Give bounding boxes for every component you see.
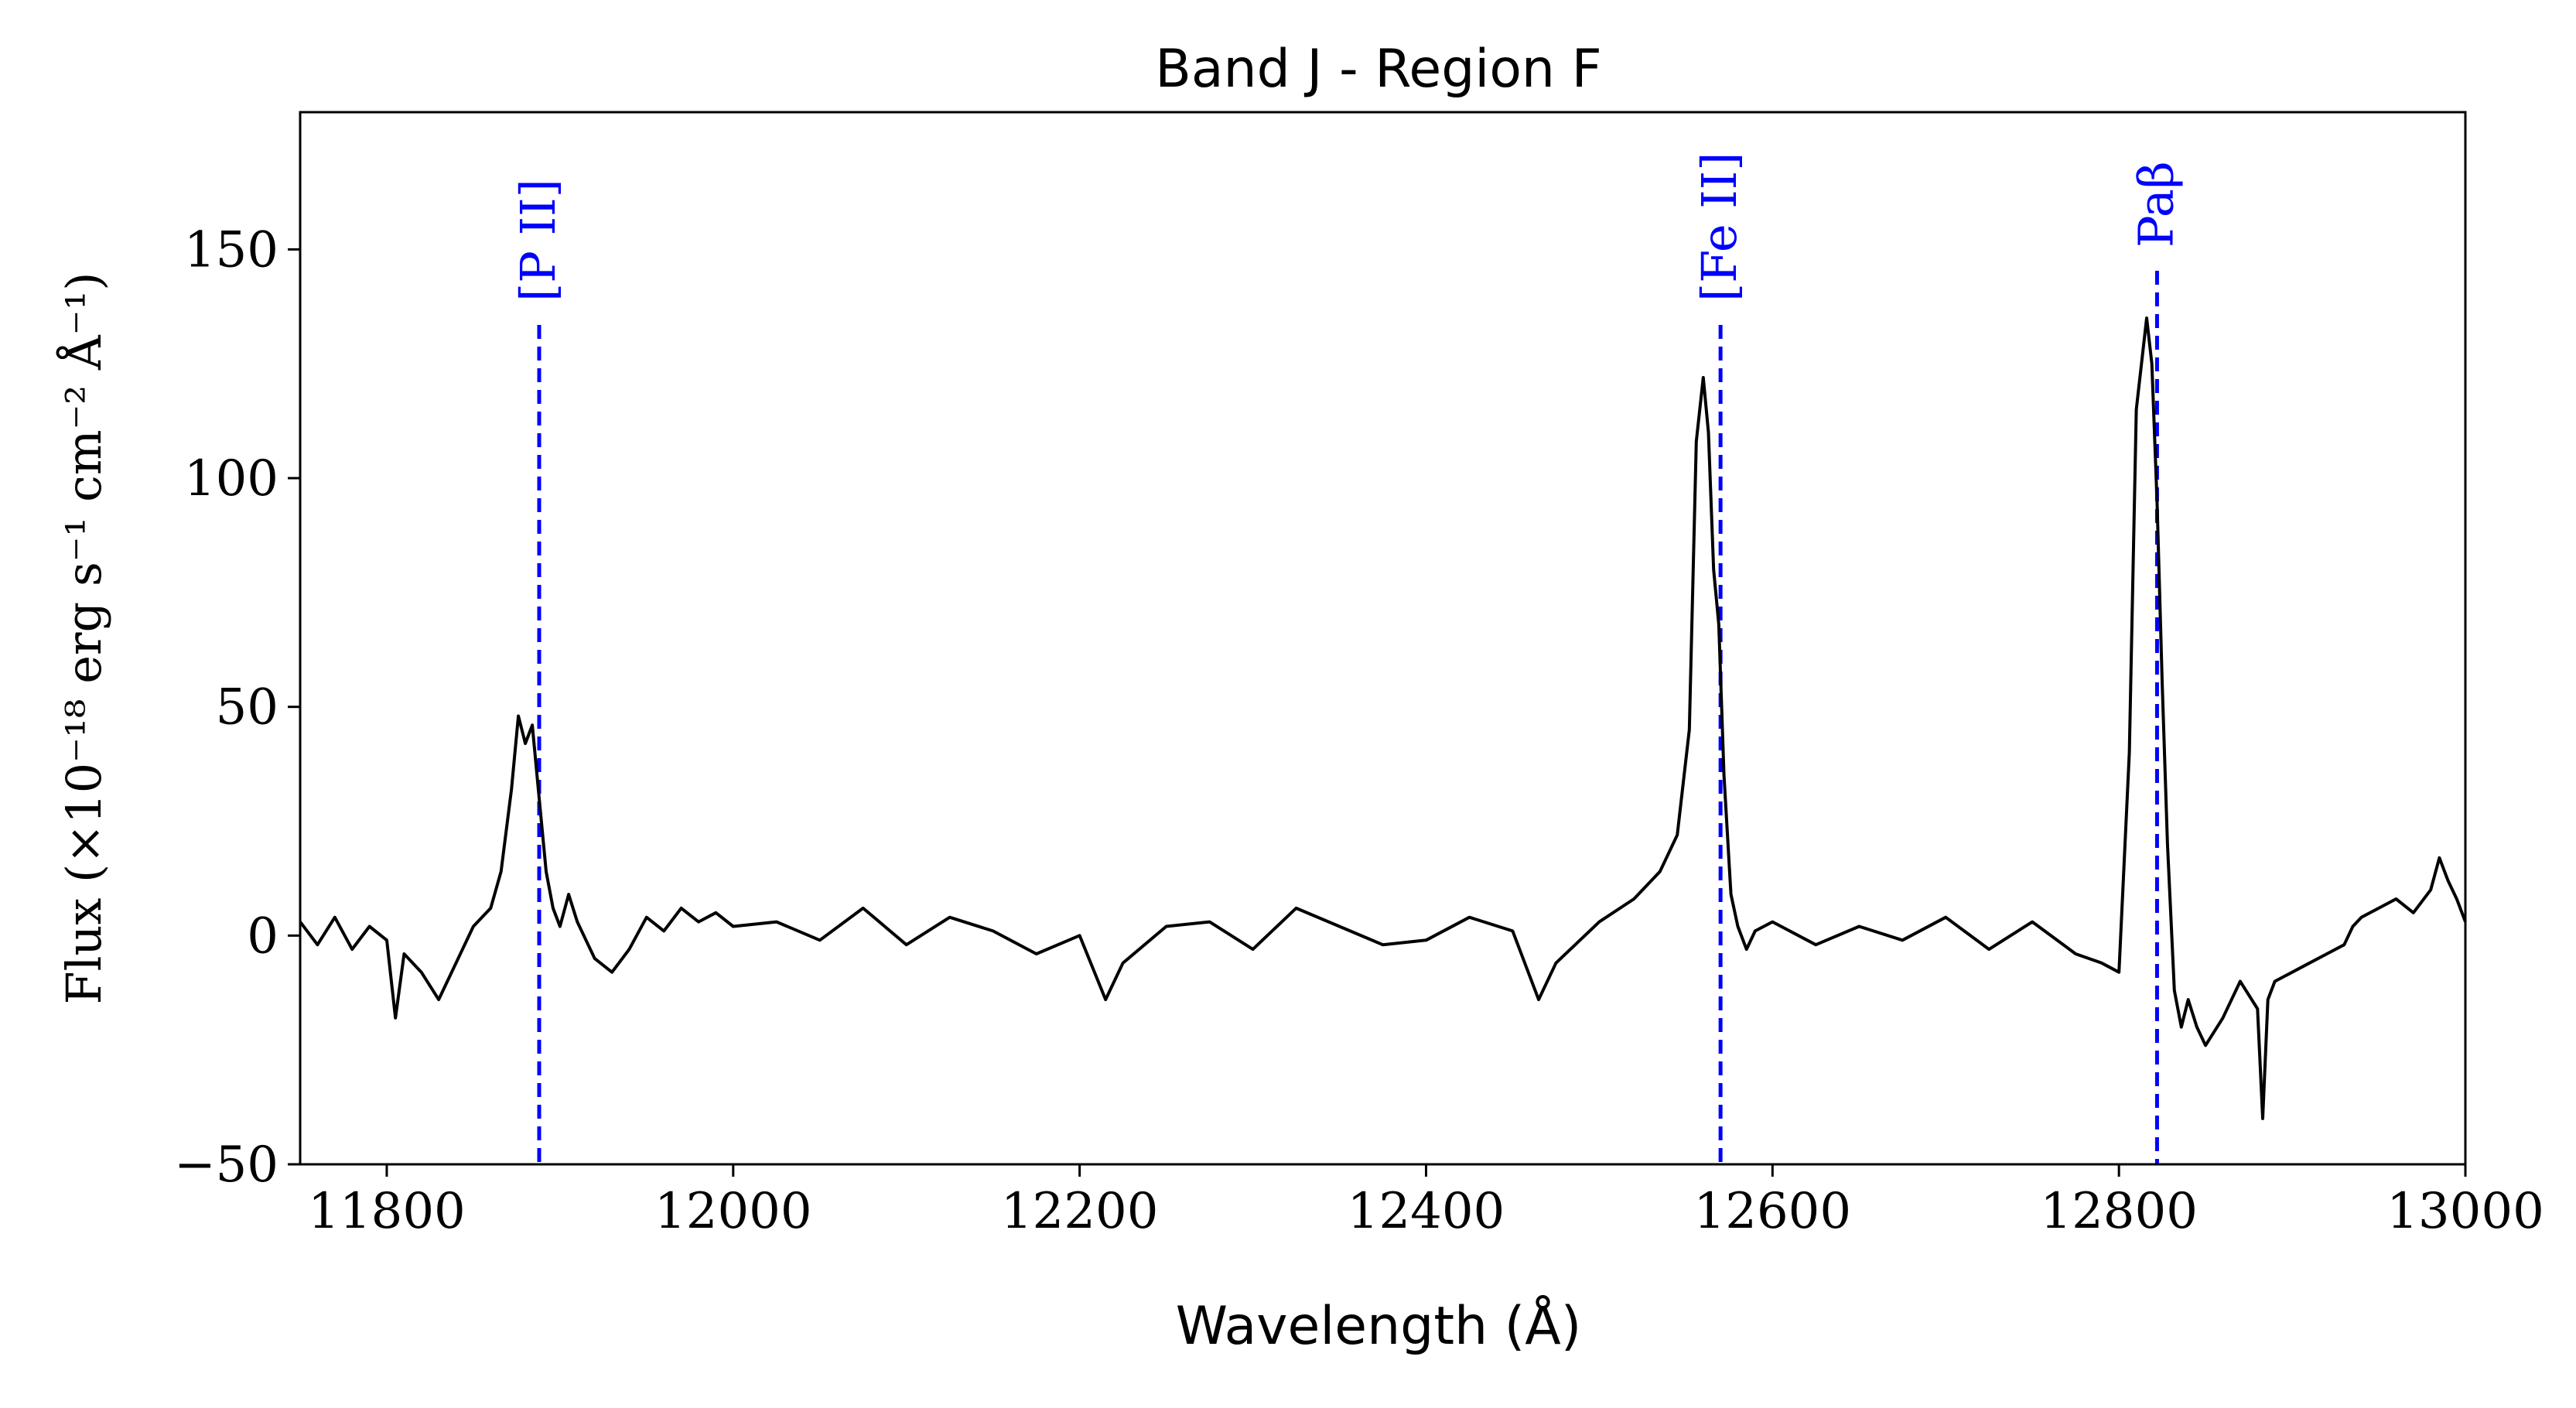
chart-title: Band J - Region F bbox=[1155, 39, 1602, 100]
x-tick-label: 11800 bbox=[308, 1183, 466, 1240]
plot-frame bbox=[299, 111, 2467, 1166]
y-tick-label: −50 bbox=[174, 1136, 278, 1194]
y-tick-label: 0 bbox=[247, 907, 278, 965]
emission-line-label: [Fe II] bbox=[1691, 152, 1748, 302]
emission-line-label: [P II] bbox=[510, 179, 566, 302]
x-tick-label: 13000 bbox=[2386, 1183, 2544, 1240]
x-axis-label: Wavelength (Å) bbox=[1176, 1294, 1582, 1357]
y-axis-label: Flux (×10⁻¹⁸ erg s⁻¹ cm⁻² Å⁻¹) bbox=[56, 272, 112, 1005]
spectrum-series-line bbox=[299, 316, 2467, 1120]
x-tick-label: 12200 bbox=[1001, 1183, 1159, 1240]
x-tick-label: 12000 bbox=[654, 1183, 812, 1240]
y-tick-label: 150 bbox=[184, 221, 278, 279]
x-tick-label: 12400 bbox=[1348, 1183, 1505, 1240]
annotation-labels: [P II] [Fe II] Paβ bbox=[510, 152, 2184, 302]
series-layer bbox=[299, 316, 2467, 1120]
x-tick-label: 12600 bbox=[1694, 1183, 1852, 1240]
y-tick-label: 100 bbox=[184, 450, 278, 507]
emission-line-label: Paβ bbox=[2127, 161, 2184, 248]
y-axis-ticks: −50 0 50 100 150 bbox=[174, 221, 300, 1194]
y-tick-label: 50 bbox=[216, 679, 278, 736]
x-axis-ticks: 11800 12000 12200 12400 12600 12800 13000 bbox=[308, 1164, 2544, 1240]
x-tick-label: 12800 bbox=[2040, 1183, 2198, 1240]
annotation-lines bbox=[537, 271, 2159, 1164]
